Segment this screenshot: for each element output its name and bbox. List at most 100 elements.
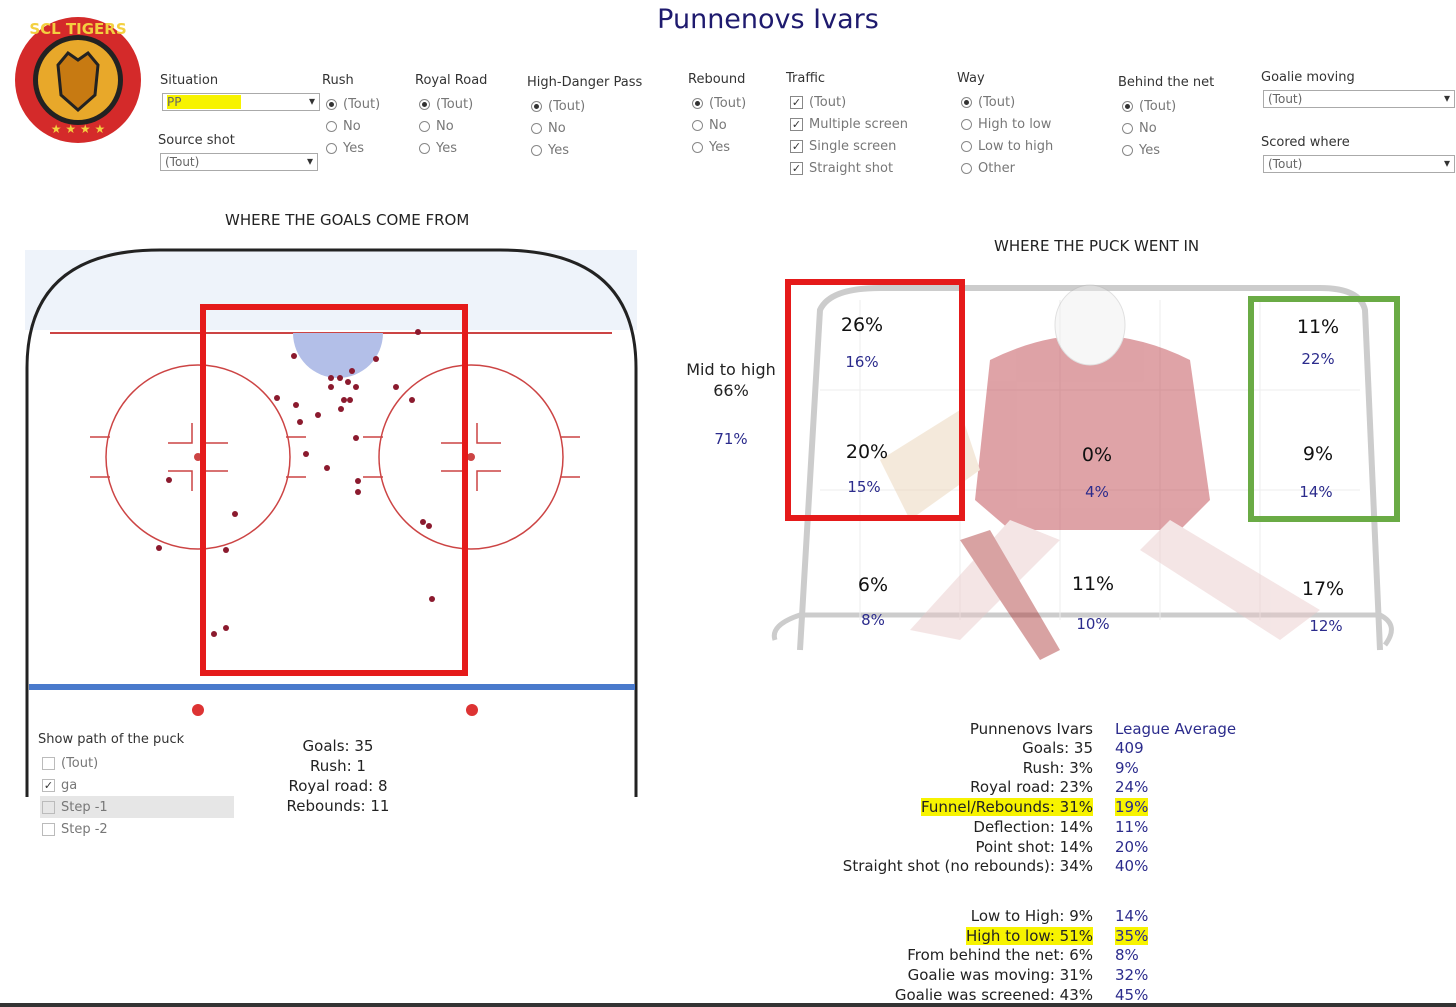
path-option[interactable]: Step -1 [40, 796, 234, 818]
option[interactable]: (Tout) [692, 92, 746, 114]
option[interactable]: (Tout) [1122, 95, 1176, 117]
zone-league: 12% [1309, 617, 1343, 635]
zone-goalie: 0% [1081, 444, 1113, 466]
player-stat: Goalie was moving: 31% [907, 966, 1093, 984]
zone-league: 4% [1085, 483, 1109, 501]
side-goalie: 66% [713, 381, 749, 400]
option-label: Step -1 [61, 799, 108, 815]
option-label: No [436, 118, 454, 134]
option[interactable]: ✓ Straight shot [790, 157, 893, 179]
path-option[interactable]: Step -2 [40, 818, 234, 840]
filter-label: Way [957, 71, 985, 86]
page-title: Punnenovs Ivars [657, 4, 879, 35]
zone-league: 16% [845, 353, 879, 371]
option[interactable]: No [419, 115, 454, 137]
player-stat: Goals: 35 [1022, 739, 1093, 757]
option-label: (Tout) [343, 96, 381, 112]
option[interactable]: No [1122, 117, 1157, 139]
logo-text: SCL TIGERS [29, 20, 127, 38]
option-label: No [709, 117, 727, 133]
option[interactable]: (Tout) [961, 91, 1015, 113]
option-label: Low to high [978, 138, 1054, 154]
option-label: (Tout) [1139, 98, 1177, 114]
option[interactable]: Yes [1122, 139, 1160, 161]
option[interactable]: No [531, 117, 566, 139]
option[interactable]: ✓ (Tout) [790, 91, 846, 113]
checkbox: ✓ [790, 117, 803, 131]
option-label: (Tout) [809, 94, 847, 110]
league-stat: 35% [1115, 926, 1149, 945]
radio [1122, 144, 1133, 156]
option[interactable]: No [326, 115, 361, 137]
player-stat: Low to High: 9% [970, 906, 1093, 925]
zone-league: 10% [1076, 615, 1110, 633]
svg-text:★ ★ ★ ★: ★ ★ ★ ★ [51, 122, 105, 136]
zone-goalie: 6% [857, 574, 889, 596]
option[interactable]: ✓ Multiple screen [790, 113, 908, 135]
league-stat: 19% [1115, 798, 1149, 817]
path-option[interactable]: (Tout) [40, 752, 234, 774]
option[interactable]: ✓ Single screen [790, 135, 896, 157]
option-label: Other [978, 160, 1015, 176]
option[interactable]: Low to high [961, 135, 1053, 157]
radio [326, 142, 337, 154]
league-stat: 8% [1115, 946, 1139, 965]
option[interactable]: Yes [419, 137, 457, 159]
dropdown[interactable]: (Tout) [1263, 90, 1455, 108]
option-label: ga [61, 777, 78, 793]
radio [1122, 100, 1133, 112]
radio [531, 144, 542, 156]
checkbox: ✓ [42, 778, 55, 792]
player-stat: Deflection: 14% [973, 817, 1093, 836]
side-league: 71% [714, 430, 748, 448]
option[interactable]: Yes [531, 139, 569, 161]
path-option[interactable]: ✓ ga [40, 774, 234, 796]
radio [326, 98, 337, 110]
league-stat: 9% [1115, 758, 1139, 777]
league-stat: 20% [1115, 837, 1149, 856]
league-stat: 409 [1115, 739, 1144, 757]
dropdown[interactable]: PP [162, 93, 320, 111]
path-label: Show path of the puck [38, 732, 185, 747]
dropdown[interactable]: (Tout) [1263, 155, 1455, 173]
zone-goalie: 17% [1301, 578, 1345, 600]
player-stat: From behind the net: 6% [907, 946, 1093, 965]
option[interactable]: Other [961, 157, 1015, 179]
zone-league: 14% [1299, 483, 1333, 501]
option[interactable]: (Tout) [531, 95, 585, 117]
rink [25, 248, 638, 800]
summary-line: Goals: 35 [302, 737, 374, 755]
zone-goalie: 26% [840, 314, 884, 336]
filter-label: Scored where [1261, 135, 1350, 150]
option[interactable]: High to low [961, 113, 1051, 135]
option-label: Step -2 [61, 821, 108, 837]
radio [692, 119, 703, 131]
option-label: Multiple screen [809, 116, 908, 132]
radio [961, 140, 972, 152]
dropdown-value: PP [167, 95, 242, 109]
bottom-bar [0, 1003, 1456, 1007]
checkbox: ✓ [790, 95, 803, 109]
dropdown[interactable]: (Tout) [160, 153, 318, 171]
option-label: (Tout) [548, 98, 586, 114]
rink-mask [0, 797, 706, 807]
option[interactable]: (Tout) [326, 93, 380, 115]
net-title: WHERE THE PUCK WENT IN [994, 237, 1200, 255]
option[interactable]: (Tout) [419, 93, 473, 115]
filter-label: Rush [322, 73, 354, 88]
net-image [771, 279, 1400, 660]
option[interactable]: Yes [326, 137, 364, 159]
zone-league: 15% [847, 478, 881, 496]
filter-label: Source shot [158, 133, 235, 148]
filter-label: High-Danger Pass [527, 75, 643, 90]
option-label: (Tout) [61, 755, 99, 771]
checkbox [42, 756, 55, 770]
option[interactable]: Yes [692, 136, 730, 158]
radio [419, 120, 430, 132]
option[interactable]: No [692, 114, 727, 136]
zone-goalie: 11% [1071, 573, 1115, 595]
option-label: No [1139, 120, 1157, 136]
zone-league: 22% [1301, 350, 1335, 368]
zone-goalie: 11% [1296, 316, 1340, 338]
checkbox [42, 800, 55, 814]
